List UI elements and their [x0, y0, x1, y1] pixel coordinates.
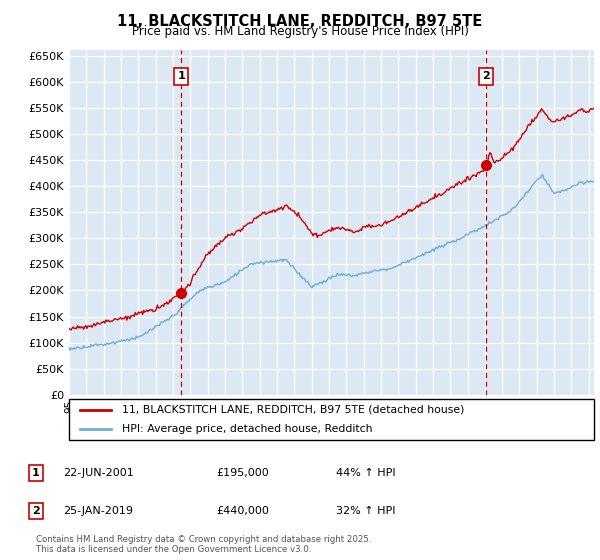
Text: 22-JUN-2001: 22-JUN-2001 — [63, 468, 134, 478]
Text: 1: 1 — [177, 72, 185, 82]
Text: 1: 1 — [32, 468, 40, 478]
Text: HPI: Average price, detached house, Redditch: HPI: Average price, detached house, Redd… — [121, 423, 372, 433]
Text: Contains HM Land Registry data © Crown copyright and database right 2025.
This d: Contains HM Land Registry data © Crown c… — [36, 535, 371, 554]
Text: £195,000: £195,000 — [216, 468, 269, 478]
Text: Price paid vs. HM Land Registry's House Price Index (HPI): Price paid vs. HM Land Registry's House … — [131, 25, 469, 38]
Text: 2: 2 — [32, 506, 40, 516]
Text: 2: 2 — [482, 72, 490, 82]
Text: 44% ↑ HPI: 44% ↑ HPI — [336, 468, 395, 478]
Text: 25-JAN-2019: 25-JAN-2019 — [63, 506, 133, 516]
Text: £440,000: £440,000 — [216, 506, 269, 516]
Text: 11, BLACKSTITCH LANE, REDDITCH, B97 5TE: 11, BLACKSTITCH LANE, REDDITCH, B97 5TE — [118, 14, 482, 29]
Text: 32% ↑ HPI: 32% ↑ HPI — [336, 506, 395, 516]
Text: 11, BLACKSTITCH LANE, REDDITCH, B97 5TE (detached house): 11, BLACKSTITCH LANE, REDDITCH, B97 5TE … — [121, 405, 464, 415]
